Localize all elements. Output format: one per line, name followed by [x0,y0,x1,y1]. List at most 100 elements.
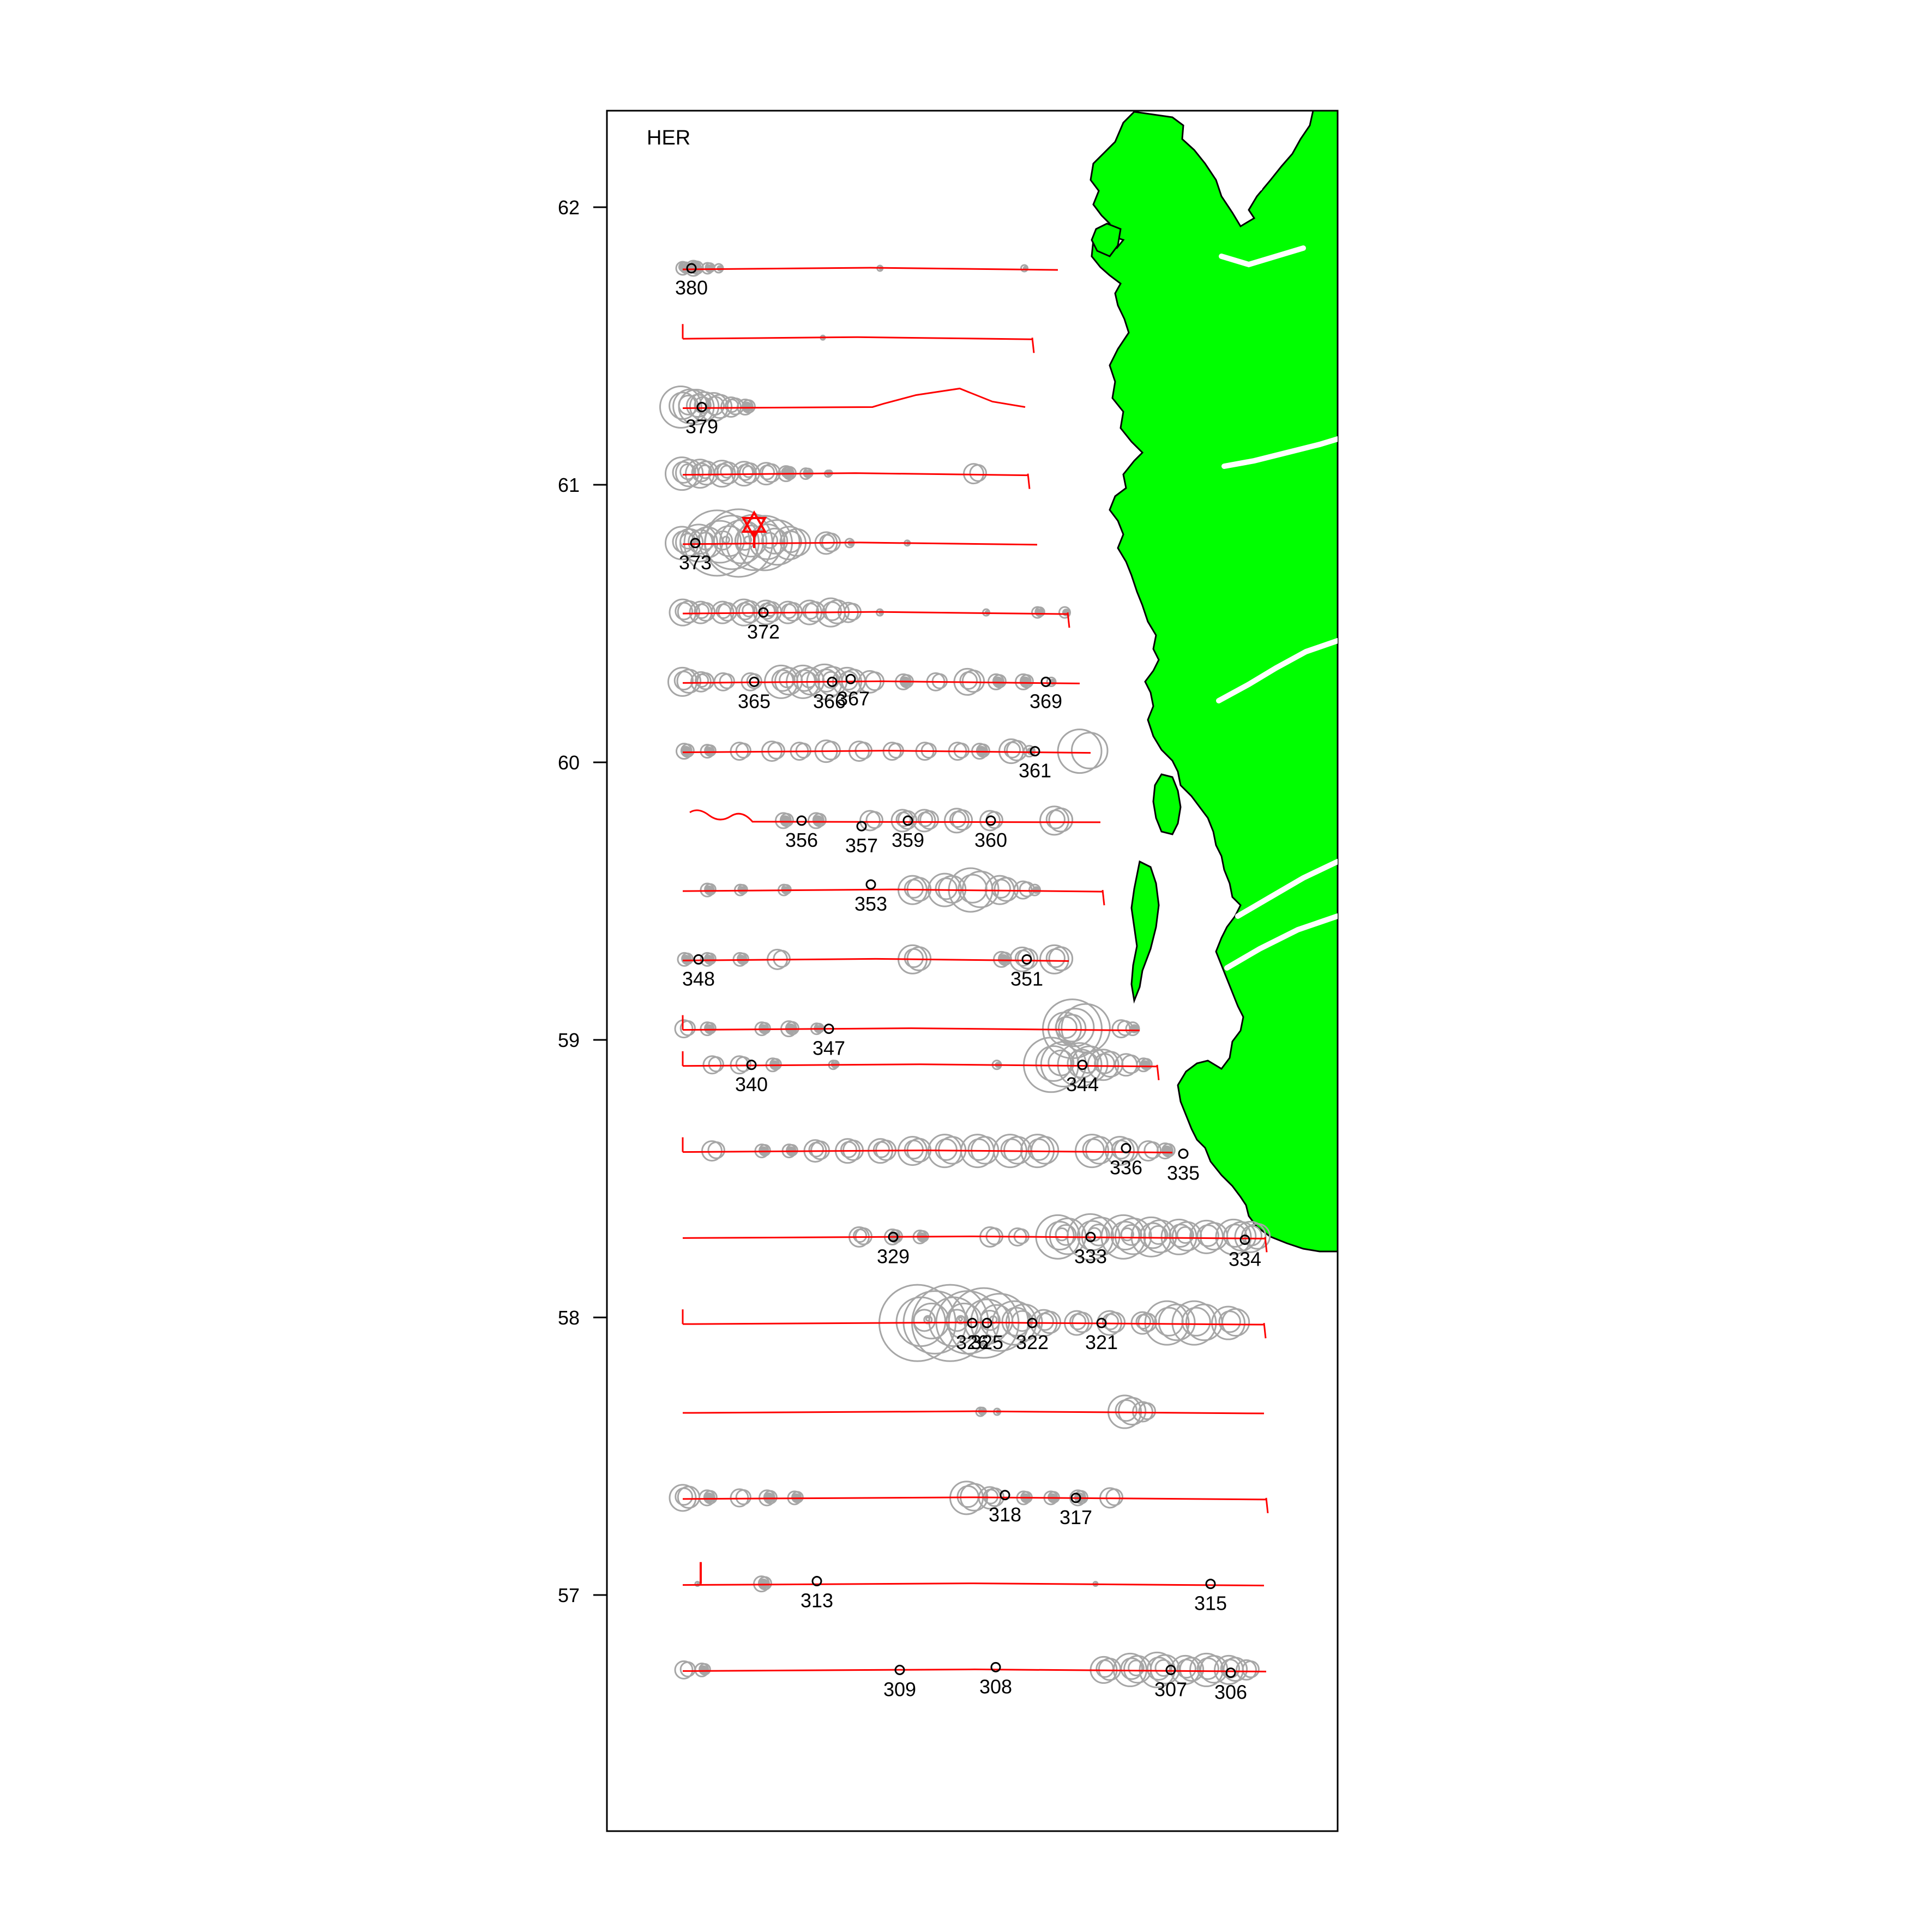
echo-circle [1120,1227,1134,1242]
echo-circle [675,459,704,487]
echo-circle [736,464,754,481]
echo-circle [1085,1136,1114,1165]
echo-circle [761,463,781,483]
echo-circle [1028,883,1041,896]
echo-circle [746,673,762,689]
station-marker [693,954,704,965]
echo-circle [979,810,1001,832]
echo-circle [1048,946,1074,972]
echo-fill [780,815,791,826]
station-label: 359 [892,829,924,851]
echo-circle [775,812,792,829]
echo-circle [1189,1219,1224,1254]
echo-circle [694,1662,709,1677]
echo-circle [1071,1311,1093,1333]
station-label: 366 [813,690,846,712]
echo-circle [1135,1314,1152,1330]
track-leg [1031,338,1035,353]
echo-circle [1016,948,1039,970]
echo-circle [771,669,794,692]
station-marker [1030,746,1040,757]
land-mainland [1090,111,1338,1253]
echo-circle [1058,1014,1087,1043]
echo-circle [1031,1136,1060,1165]
echo-circle [1181,1307,1211,1337]
track-leg [1264,1237,1268,1253]
island-1 [1152,773,1182,835]
track-markers [741,510,767,548]
echo-circle [1105,1488,1123,1506]
station-marker [856,821,867,832]
echo-circle [702,1055,722,1075]
station-marker [827,676,838,687]
track-line [682,336,1033,340]
track-line [682,472,1028,477]
echo-circle [1023,745,1036,758]
echo-circle [1057,729,1103,774]
echo-circle [694,603,710,619]
echo-circle [779,530,802,553]
track-line [682,750,1091,754]
station-marker [796,815,807,826]
echo-circle [1105,1136,1135,1166]
echo-circle [895,811,912,827]
echo-circle [1003,741,1021,759]
echo-circle [944,808,970,834]
station-marker [758,607,769,618]
station-label: 353 [854,893,887,915]
echo-circle [696,602,715,622]
echo-circle [1168,1224,1193,1248]
y-tick-label: 58 [558,1307,580,1329]
station-label: 347 [812,1037,845,1060]
echo-circle [1070,732,1109,769]
track-line [682,611,1068,615]
station-marker [845,673,856,684]
echo-circle [1242,1660,1260,1678]
echo-circle [1128,1659,1145,1677]
echo-circle [1114,1217,1152,1255]
echo-fill [998,954,1009,965]
station-label: 321 [1085,1331,1118,1353]
station-marker [902,815,913,826]
station-label: 322 [1016,1331,1049,1353]
echo-circle [697,464,713,479]
echo-circle [673,670,694,691]
echo-circle [1189,1652,1224,1687]
station-marker [865,879,876,890]
track-leg [1027,473,1031,489]
echo-circle [1070,1045,1109,1083]
station-label: 307 [1154,1678,1187,1700]
fjords [1213,161,1338,971]
echo-circle [1009,946,1035,972]
echo-circle [935,877,958,900]
echo-circle [738,462,761,484]
track-line [682,541,1038,546]
echo-circle [761,532,778,549]
echo-circle [749,523,786,560]
station-label: 334 [1229,1248,1261,1270]
echo-circle [1027,1138,1050,1161]
echo-circle [1211,1305,1245,1340]
station-label: 357 [845,834,878,857]
station-marker [1165,1664,1176,1675]
echo-circle [707,1141,725,1159]
echo-circle [959,671,978,690]
echo-circle [1045,948,1066,968]
station-marker [1077,1060,1088,1070]
echo-circle [898,810,917,830]
track-line [682,1149,1173,1154]
echo-circle [1170,1654,1200,1685]
echo-circle [742,465,755,478]
y-tick-label: 60 [558,751,580,774]
track-leg [1067,612,1070,628]
echo-circle [946,1309,969,1332]
echo-circle [1058,606,1071,619]
echo-circle [1006,739,1028,761]
station-marker [1096,1317,1107,1328]
echo-circle [963,463,984,485]
station-label: 313 [801,1590,833,1612]
echo-circle [677,952,692,967]
station-label: 325 [971,1331,1003,1353]
station-label: 318 [989,1503,1021,1526]
